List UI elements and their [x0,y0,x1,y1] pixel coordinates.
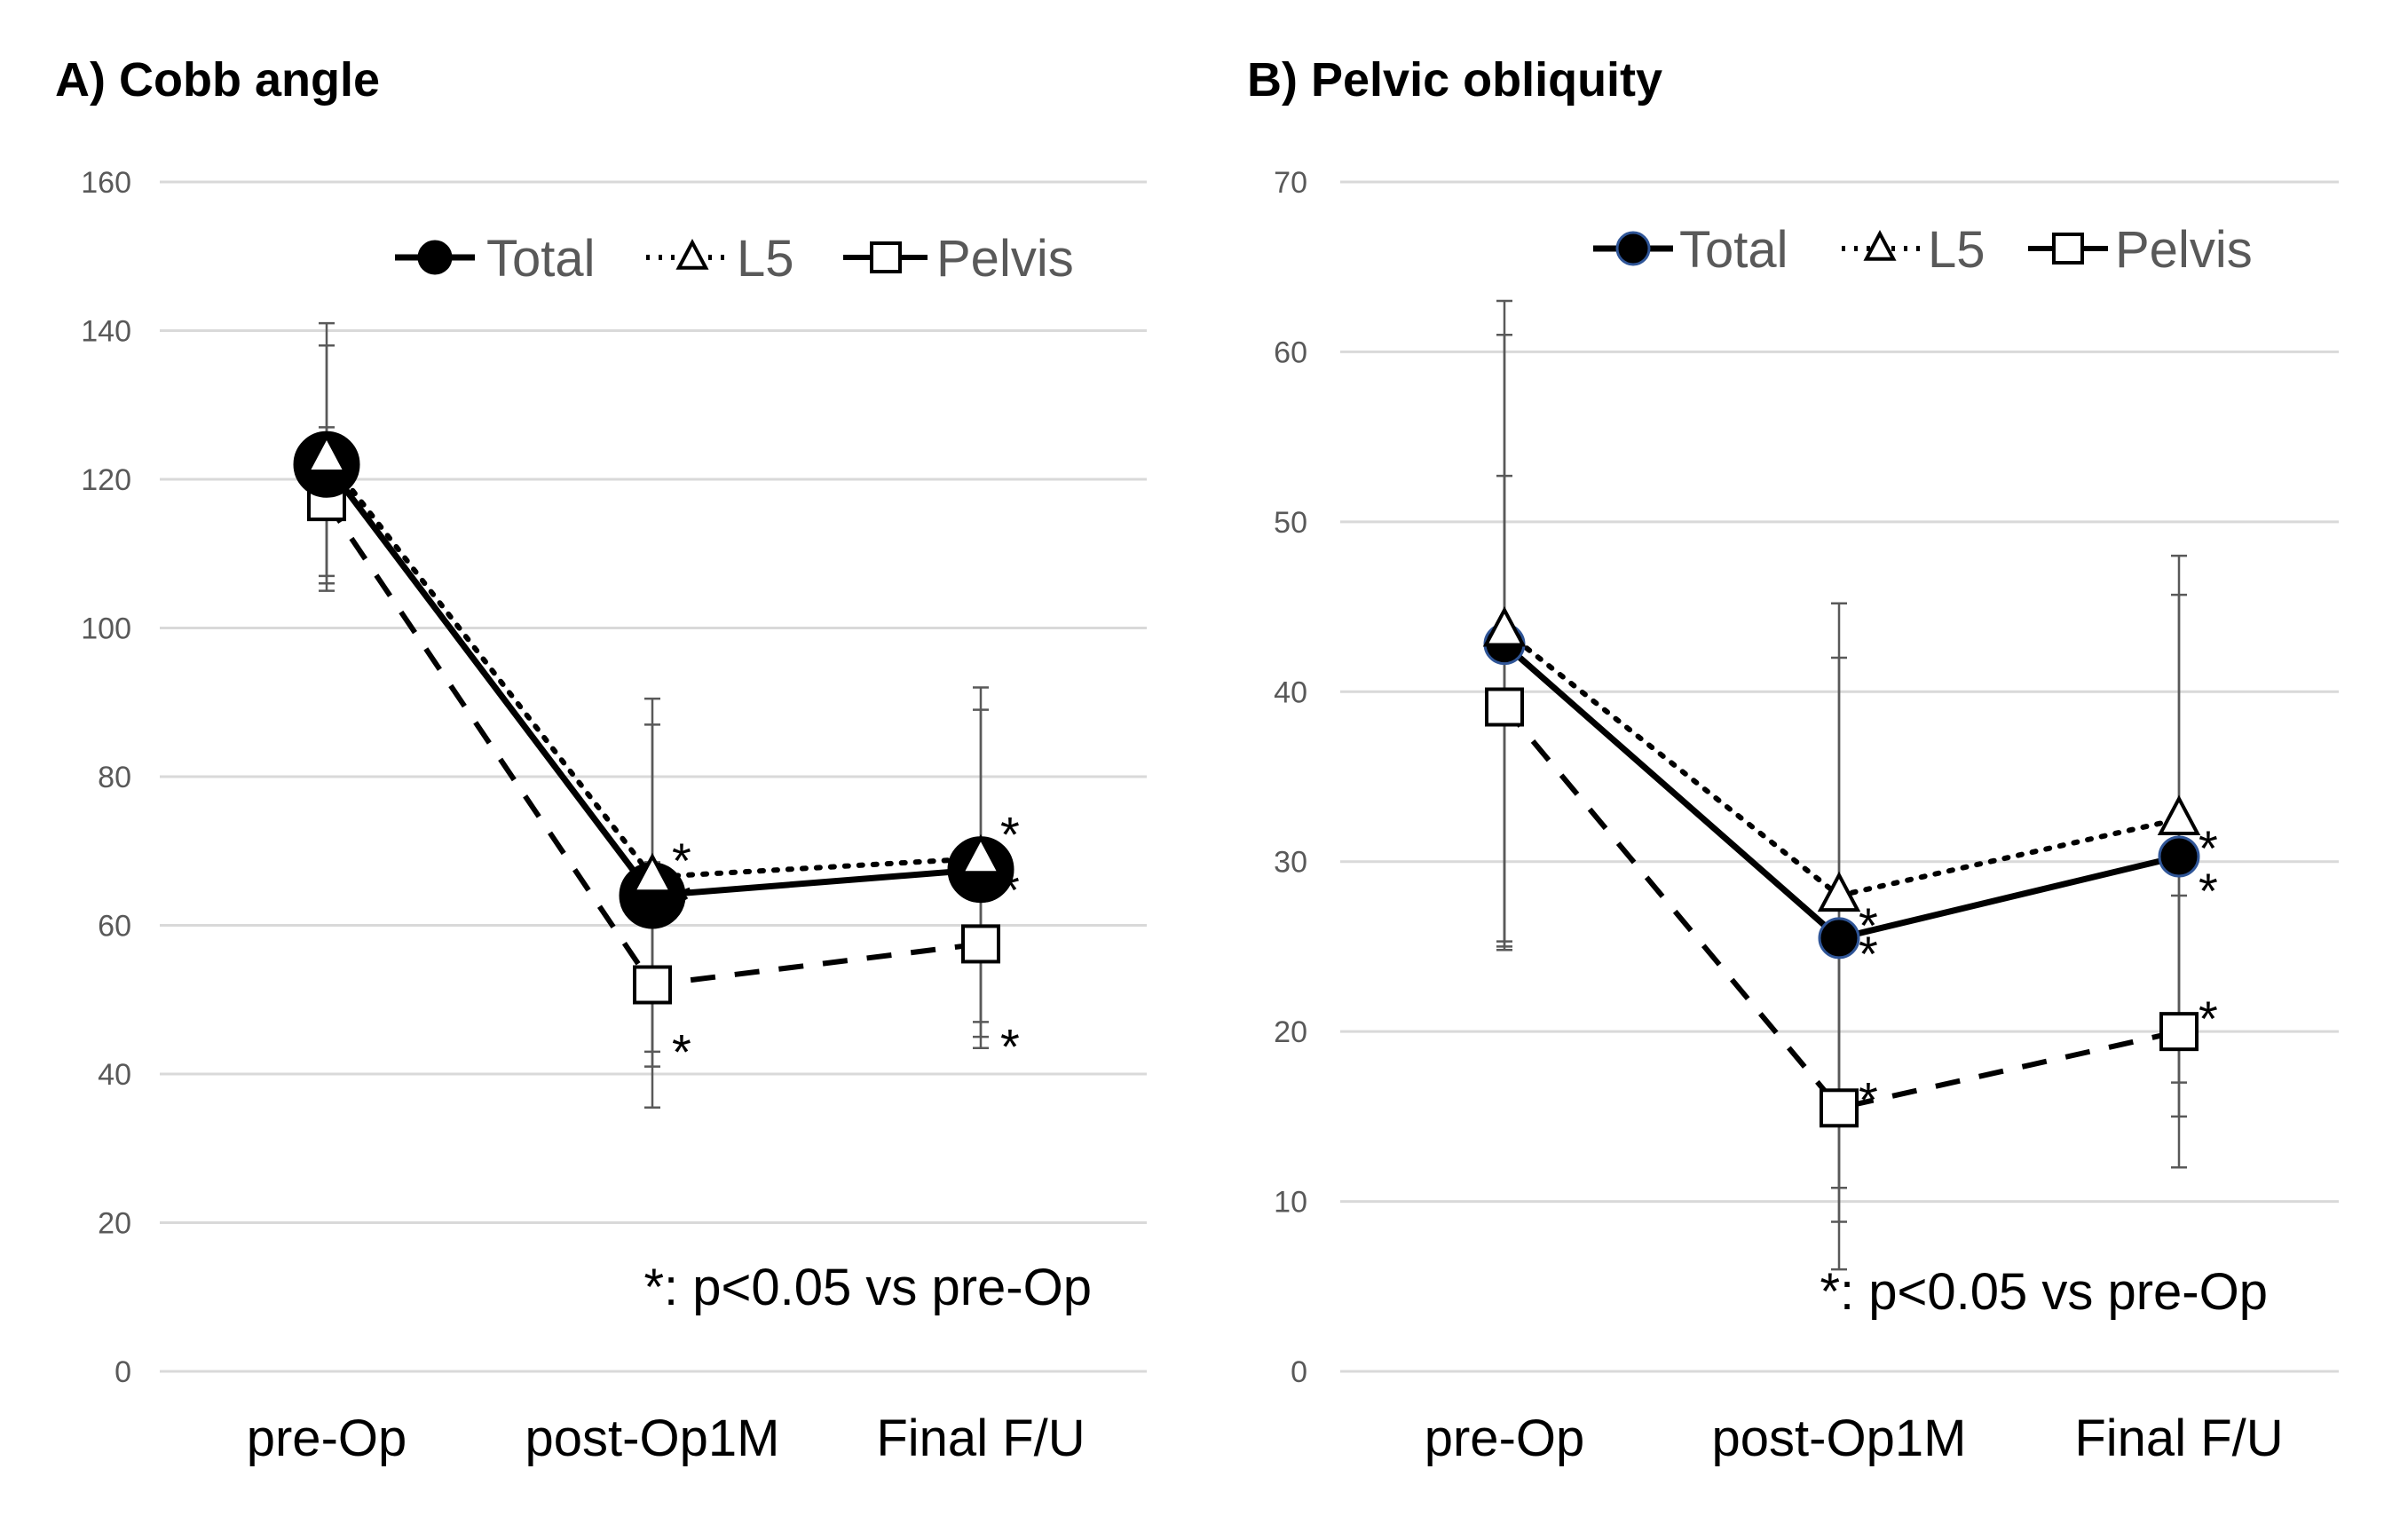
legend-label-total: Total [1679,221,1788,279]
y-tick-label: 80 [98,761,131,794]
y-tick-label: 0 [114,1355,131,1389]
legend-label-l5: L5 [737,230,794,288]
panel-pelvic-obliquity: B) Pelvic obliquity 0 10 20 30 40 50 60 70 pre-Op… [1247,53,2339,1467]
significance-marker: * [672,833,691,888]
data-point-total [1818,917,1860,960]
significance-marker: * [672,872,691,928]
legend-marker-total [1615,231,1651,266]
data-point-pelvis [961,924,1000,964]
y-tick-label: 60 [1274,336,1307,369]
data-point-l5 [1482,606,1527,647]
significance-marker: * [1000,807,1020,863]
legend-label-pelvis: Pelvis [936,230,1074,288]
significance-marker: * [1000,862,1020,918]
y-tick-label: 20 [98,1207,131,1241]
data-point-l5 [630,852,675,894]
legend-marker-total [417,240,453,275]
data-point-pelvis [2159,1012,2199,1052]
legend-marker-l5 [675,238,709,270]
chart-title: A) Cobb angle [55,53,380,107]
data-point-pelvis [633,965,672,1005]
y-tick-label: 30 [1274,846,1307,880]
y-tick-label: 160 [81,166,131,200]
y-tick-label: 120 [81,463,131,497]
legend-marker-pelvis [870,241,902,273]
data-point-pelvis [1820,1088,1859,1128]
data-point-pelvis [1485,687,1524,727]
x-tick-label: Final F/U [2074,1410,2283,1467]
panel-cobb-angle: A) Cobb angle 0 20 40 60 80 100 120 140 160 pre-Op… [55,53,1147,1467]
x-tick-label: post-Op1M [1712,1410,1967,1467]
x-tick-label: pre-Op [1425,1410,1585,1467]
significance-marker: * [672,1024,691,1080]
y-tick-label: 70 [1274,166,1307,200]
significance-marker: * [1859,1071,1878,1127]
x-tick-label: Final F/U [876,1410,1085,1467]
y-tick-label: 40 [1274,675,1307,709]
x-tick-label: pre-Op [247,1410,407,1467]
data-point-total [2158,835,2200,878]
data-point-l5 [1817,871,1861,912]
x-tick-label: post-Op1M [525,1410,780,1467]
y-tick-label: 10 [1274,1186,1307,1220]
data-point-l5 [2157,794,2201,836]
y-tick-label: 40 [98,1058,131,1092]
significance-marker: * [1000,1018,1020,1074]
significance-note: *: p<0.05 vs pre-Op [1820,1263,2268,1321]
data-point-l5 [304,432,349,474]
legend-marker-l5 [1863,229,1897,261]
legend-label-pelvis: Pelvis [2115,221,2253,279]
significance-marker: * [2199,820,2218,876]
data-point-l5 [959,833,1003,875]
y-tick-label: 20 [1274,1015,1307,1049]
y-tick-label: 50 [1274,506,1307,540]
significance-marker: * [1859,926,1878,982]
y-tick-label: 60 [98,910,131,944]
significance-note: *: p<0.05 vs pre-Op [643,1259,1092,1316]
y-tick-label: 100 [81,612,131,646]
y-tick-label: 140 [81,315,131,349]
series-line-pelvis [1502,705,2180,1111]
legend-marker-pelvis [2052,233,2084,265]
legend-label-total: Total [486,230,596,288]
y-tick-label: 0 [1291,1355,1307,1389]
significance-marker: * [1859,897,1878,953]
legend-label-l5: L5 [1928,221,1985,279]
significance-marker: * [2199,863,2218,919]
significance-marker: * [2199,991,2218,1046]
chart-title: B) Pelvic obliquity [1247,53,1662,107]
